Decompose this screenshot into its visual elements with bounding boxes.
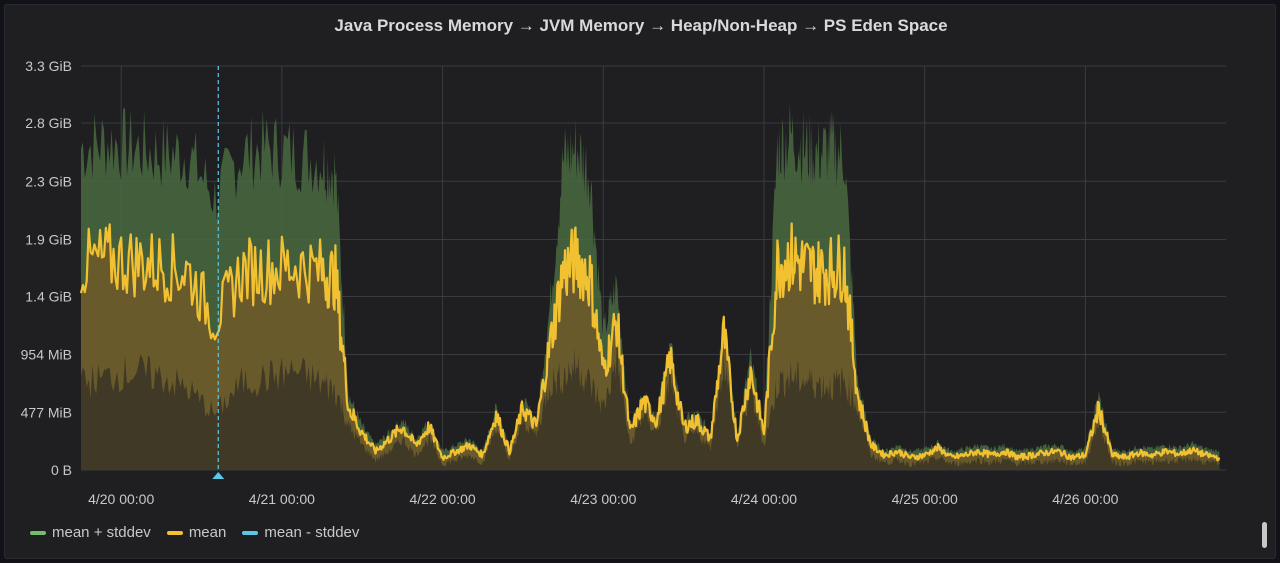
legend: mean + stddev mean mean - stddev [30, 524, 359, 541]
legend-item[interactable]: mean - stddev [242, 524, 359, 541]
crosshair-marker [212, 472, 225, 479]
y-tick-label: 1.9 GiB [25, 231, 72, 247]
legend-swatch [166, 530, 183, 535]
legend-label: mean - stddev [264, 524, 360, 541]
y-tick-label: 2.3 GiB [25, 173, 72, 189]
x-tick-label: 4/25 00:00 [892, 491, 958, 507]
legend-item[interactable]: mean [166, 524, 227, 541]
scrollbar[interactable] [1262, 522, 1267, 548]
legend-label: mean [188, 524, 227, 541]
y-tick-label: 477 MiB [21, 404, 72, 420]
series-line-mean [79, 222, 1221, 462]
y-tick-label: 1.4 GiB [25, 289, 72, 305]
series-area-mean-minus-stddev [81, 344, 1220, 470]
x-tick-label: 4/26 00:00 [1052, 491, 1118, 507]
legend-swatch [242, 530, 259, 535]
x-tick-label: 4/23 00:00 [570, 491, 636, 507]
y-tick-label: 0 B [51, 462, 72, 478]
x-tick-label: 4/24 00:00 [731, 491, 797, 507]
legend-swatch [30, 530, 46, 535]
y-tick-label: 2.8 GiB [25, 115, 72, 131]
legend-item[interactable]: mean + stddev [30, 524, 151, 541]
x-tick-label: 4/20 00:00 [88, 491, 154, 507]
x-tick-label: 4/22 00:00 [409, 491, 475, 507]
x-tick-label: 4/21 00:00 [249, 491, 315, 507]
y-tick-label: 954 MiB [21, 347, 72, 363]
legend-label: mean + stddev [52, 524, 151, 541]
panel-title[interactable]: Java Process Memory → JVM Memory → Heap/… [334, 16, 948, 35]
y-tick-label: 3.3 GiB [25, 58, 72, 74]
